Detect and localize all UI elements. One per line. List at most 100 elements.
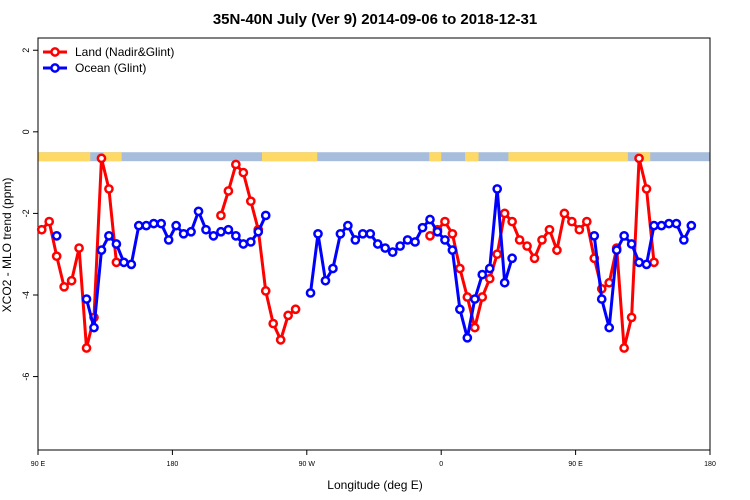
chart-title: 35N-40N July (Ver 9) 2014-09-06 to 2018-… [213, 11, 537, 28]
data-point [425, 230, 435, 241]
legend-entry: Land (Nadir&Glint) [75, 45, 174, 59]
data-point [260, 210, 271, 221]
data-point [664, 218, 674, 229]
data-point [51, 251, 62, 262]
data-point [656, 220, 667, 231]
data-point [283, 310, 293, 321]
data-point [514, 235, 525, 245]
data-point [626, 312, 637, 323]
x-tick-label: 0 [439, 461, 443, 468]
data-point [477, 269, 488, 280]
data-point [253, 226, 264, 237]
y-tick-label: 0 [21, 129, 31, 134]
data-point [641, 184, 652, 194]
series-line [592, 222, 693, 330]
data-point [455, 304, 465, 315]
data-point [447, 245, 458, 255]
data-point [171, 220, 181, 231]
plot-frame [37, 37, 711, 451]
data-point [619, 230, 629, 241]
data-point [201, 224, 211, 235]
data-point [186, 226, 196, 237]
data-point [81, 294, 92, 304]
data-point [96, 245, 107, 255]
legend: Land (Nadir&Glint) Ocean (Glint) [43, 45, 174, 75]
data-point [335, 228, 346, 239]
data-point [499, 208, 510, 219]
x-tick-label: 180 [704, 461, 716, 468]
data-point [216, 210, 226, 221]
data-point [350, 235, 361, 245]
data-point [104, 184, 114, 194]
data-point [634, 153, 644, 164]
series-layer [36, 153, 697, 353]
data-point [499, 277, 510, 288]
surface-band-land-segment [638, 152, 651, 162]
data-point [604, 322, 615, 333]
data-point [686, 220, 697, 231]
legend-marker [50, 63, 60, 73]
data-point [492, 249, 503, 260]
data-point [89, 322, 99, 333]
data-point [231, 159, 241, 170]
data-point [671, 218, 682, 229]
x-axis-label: Longitude (deg E) [327, 478, 422, 492]
data-point [178, 228, 189, 239]
surface-band-land-segment [465, 152, 479, 162]
surface-band-land-segment [429, 152, 442, 162]
data-point [417, 222, 428, 233]
data-point [290, 304, 301, 315]
data-point [641, 259, 652, 270]
data-point [492, 184, 503, 194]
data-point [216, 226, 226, 237]
data-point [245, 237, 256, 247]
data-point [469, 294, 480, 304]
data-point [223, 224, 234, 235]
data-point [357, 228, 368, 239]
surface-band-ocean [38, 152, 710, 162]
data-point [238, 167, 249, 178]
data-point [649, 257, 659, 268]
data-point [544, 224, 555, 235]
data-point [380, 243, 391, 253]
data-point [522, 241, 532, 251]
data-point [163, 235, 174, 245]
data-point [596, 294, 607, 304]
data-point [425, 214, 435, 225]
y-tick-label: 2 [21, 48, 31, 53]
data-point [619, 343, 629, 353]
data-point [148, 218, 159, 229]
data-point [275, 335, 286, 345]
data-point [552, 245, 562, 255]
surface-band-land-segment [103, 152, 122, 162]
data-point [156, 218, 167, 229]
data-point [104, 230, 114, 241]
data-point [59, 281, 69, 292]
data-point [462, 332, 473, 343]
data-point [604, 277, 615, 288]
data-point [611, 245, 622, 255]
series-land [36, 153, 659, 353]
data-point [343, 220, 353, 231]
data-point [410, 237, 420, 247]
x-tick-label: 180 [167, 461, 179, 468]
data-point [328, 263, 338, 274]
data-point [238, 239, 249, 249]
data-point [679, 235, 689, 245]
data-point [111, 257, 122, 268]
x-tick-label: 90 E [31, 461, 46, 468]
data-point [372, 239, 383, 249]
data-point [231, 230, 241, 241]
data-point [455, 263, 465, 274]
series-ocean [51, 184, 697, 343]
y-axis-label: XCO2 - MLO trend (ppm) [0, 178, 14, 313]
axes: 90 E 180 90 W 0 90 E 180 2 0 -2 -4 -6 [21, 37, 716, 468]
data-point [469, 322, 480, 333]
surface-band [38, 152, 710, 162]
data-point [447, 228, 458, 239]
data-point [365, 228, 376, 239]
legend-marker [50, 47, 60, 57]
legend-entry: Ocean (Glint) [75, 61, 146, 75]
data-point [432, 226, 443, 237]
